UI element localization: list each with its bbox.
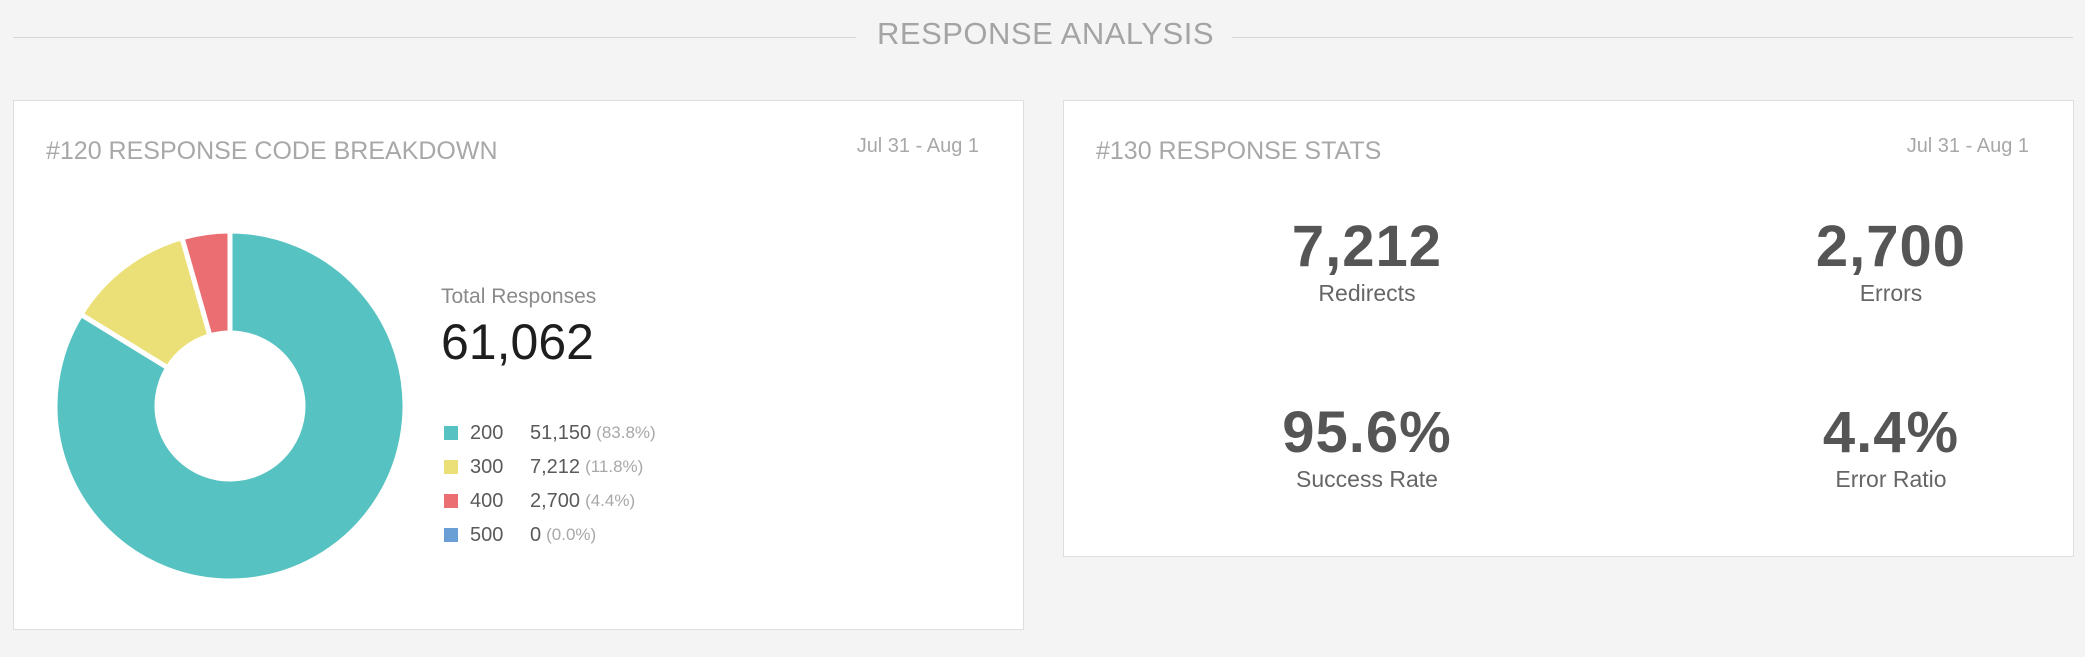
legend-code: 500 [470, 523, 504, 546]
donut-slice-400[interactable] [179, 228, 233, 339]
section-header: RESPONSE ANALYSIS [13, 0, 2073, 75]
stat-success-rate: 95.6% Success Rate [1187, 402, 1547, 493]
date-range: Jul 31 - Aug 1 [856, 135, 979, 157]
legend-count: 7,212 [530, 455, 581, 478]
stat-error-ratio: 4.4% Error Ratio [1711, 402, 2071, 493]
legend-count: 0 [530, 523, 542, 546]
section-divider-right [1232, 37, 2073, 38]
legend-item-200[interactable]: 200 51,150 (83.8%) [444, 416, 656, 450]
legend-percent: (11.8%) [585, 457, 644, 476]
date-range: Jul 31 - Aug 1 [1906, 135, 2029, 157]
stat-errors: 2,700 Errors [1711, 216, 2071, 307]
stat-value: 95.6% [1282, 400, 1452, 465]
total-responses-label: Total Responses [441, 285, 597, 308]
legend-code: 400 [470, 489, 504, 512]
legend-swatch [444, 426, 458, 440]
response-code-donut-chart [52, 228, 408, 584]
legend-swatch [444, 460, 458, 474]
legend-code: 300 [470, 455, 504, 478]
total-responses-value: 61,062 [441, 314, 594, 370]
panel-title: #130 RESPONSE STATS [1096, 137, 1382, 165]
response-stats-panel: #130 RESPONSE STATS Jul 31 - Aug 1 7,212… [1063, 100, 2074, 557]
legend-item-400[interactable]: 400 2,700 (4.4%) [444, 484, 656, 518]
stat-value: 2,700 [1815, 214, 1967, 279]
stat-value: 7,212 [1291, 214, 1443, 279]
stat-label: Redirects [1318, 280, 1416, 306]
panel-title: #120 RESPONSE CODE BREAKDOWN [46, 137, 498, 165]
legend-swatch [444, 494, 458, 508]
legend-percent: (0.0%) [546, 525, 597, 544]
legend-count: 51,150 [530, 421, 592, 444]
legend-percent: (83.8%) [596, 423, 656, 442]
legend-item-300[interactable]: 300 7,212 (11.8%) [444, 450, 656, 484]
legend-swatch [444, 528, 458, 542]
response-code-breakdown-panel: #120 RESPONSE CODE BREAKDOWN Jul 31 - Au… [13, 100, 1024, 630]
section-divider-left [13, 37, 856, 38]
stat-value: 4.4% [1822, 400, 1960, 465]
stat-redirects: 7,212 Redirects [1187, 216, 1547, 307]
chart-legend: 200 51,150 (83.8%) 300 7,212 (11.8%) 400… [444, 416, 656, 552]
donut-slice-200[interactable] [52, 228, 408, 584]
stat-label: Errors [1859, 280, 1923, 306]
legend-percent: (4.4%) [585, 491, 636, 510]
stat-label: Success Rate [1296, 466, 1438, 492]
legend-count: 2,700 [530, 489, 581, 512]
legend-code: 200 [470, 421, 504, 444]
legend-item-500[interactable]: 500 0 (0.0%) [444, 518, 656, 552]
stat-label: Error Ratio [1835, 466, 1947, 492]
section-title: RESPONSE ANALYSIS [877, 16, 1214, 51]
